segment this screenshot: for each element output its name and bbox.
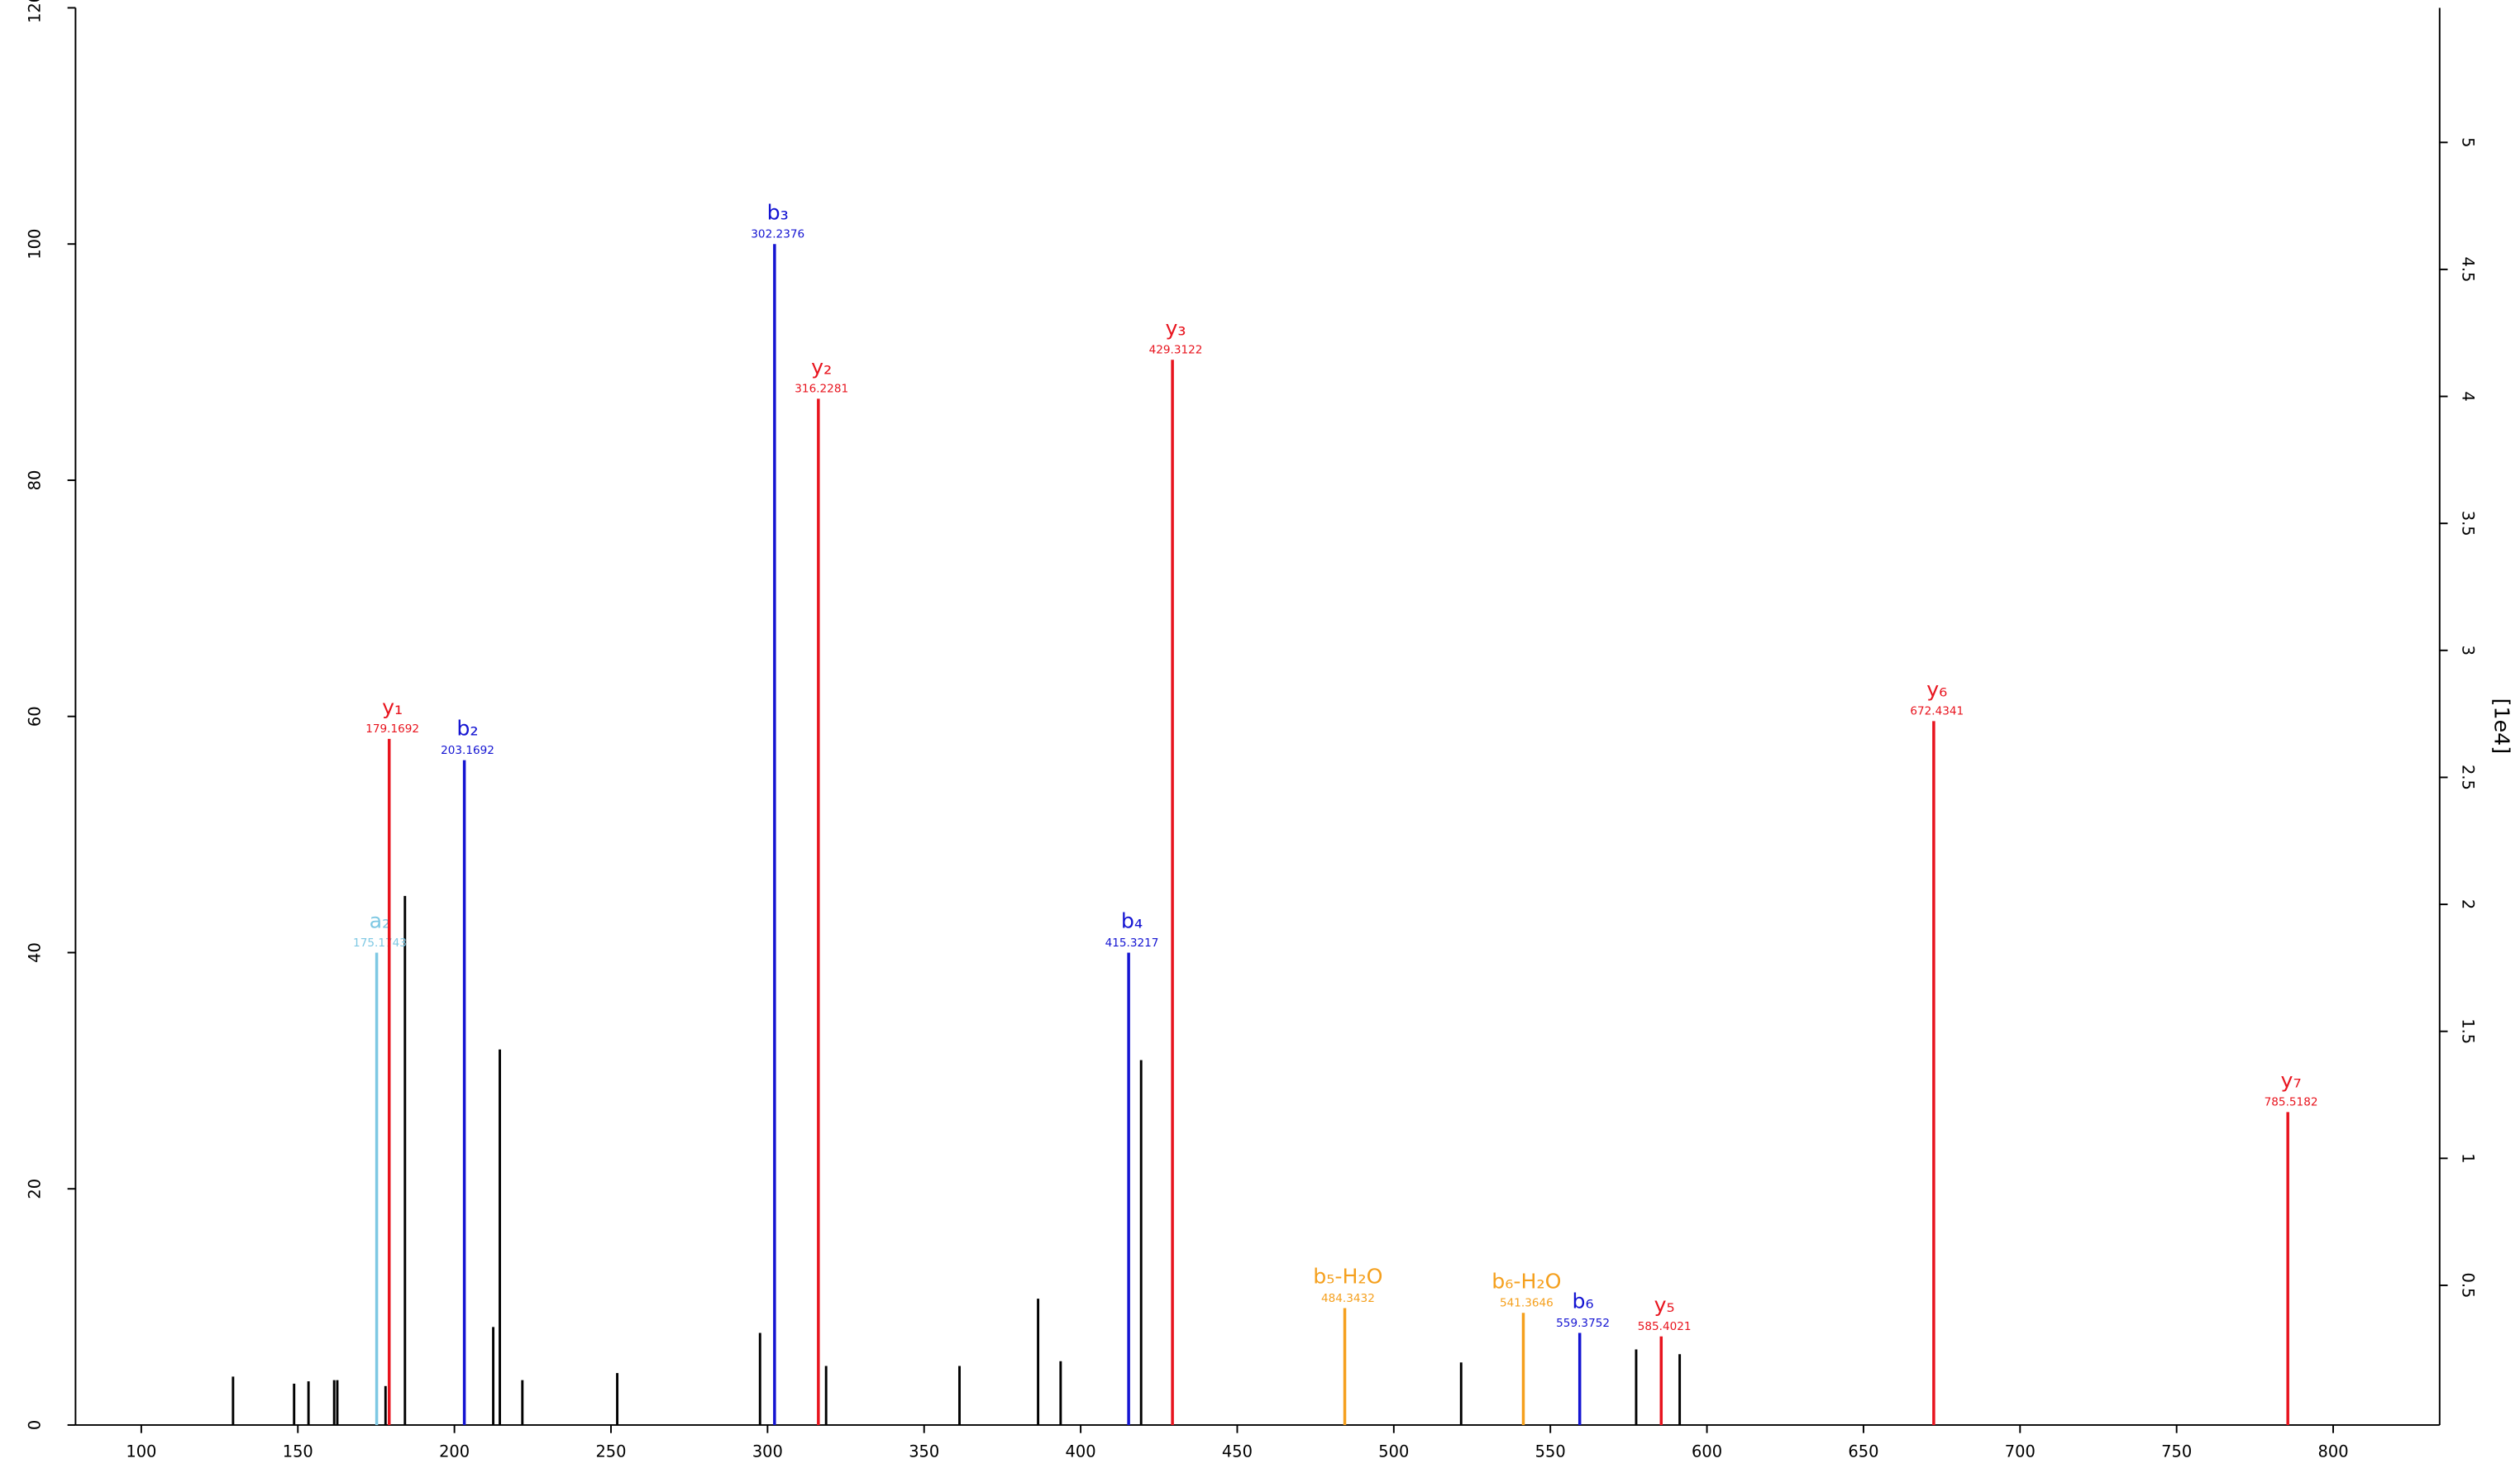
mz-label: 175.1743 — [353, 937, 407, 950]
mz-label: 429.3122 — [1149, 344, 1203, 357]
x-tick-label: 350 — [909, 1442, 939, 1461]
y-tick-label: 120 — [25, 0, 44, 23]
y2-tick-label: 1.5 — [2458, 1018, 2477, 1044]
x-tick-label: 650 — [1848, 1442, 1878, 1461]
y-tick-label: 100 — [25, 229, 44, 260]
ion-label: a₂ — [370, 909, 391, 933]
ion-label: y₃ — [1165, 316, 1186, 340]
ion-label: b₃ — [767, 200, 789, 224]
x-tick-label: 800 — [2317, 1442, 2348, 1461]
x-tick-label: 500 — [1378, 1442, 1409, 1461]
y-tick-label: 60 — [25, 706, 44, 727]
mz-label: 541.3646 — [1500, 1297, 1554, 1310]
x-tick-label: 200 — [439, 1442, 470, 1461]
x-tick-label: 250 — [595, 1442, 626, 1461]
x-tick-label: 750 — [2161, 1442, 2192, 1461]
mz-label: 672.4341 — [1910, 705, 1964, 718]
y-tick-label: 80 — [25, 470, 44, 491]
ion-label: b₄ — [1121, 909, 1143, 933]
y2-tick-label: 2.5 — [2458, 765, 2477, 790]
y-tick-label: 20 — [25, 1179, 44, 1199]
ion-label: y₇ — [2281, 1068, 2302, 1092]
ion-label: y₂ — [811, 355, 832, 379]
x-tick-label: 700 — [2005, 1442, 2036, 1461]
y2-tick-label: 3 — [2458, 646, 2477, 655]
mz-label: 585.4021 — [1638, 1320, 1692, 1333]
y2-tick-label: 5 — [2458, 137, 2477, 147]
y2-tick-label: 2 — [2458, 899, 2477, 909]
x-tick-label: 450 — [1222, 1442, 1253, 1461]
ion-label: b₆ — [1573, 1289, 1594, 1313]
x-tick-label: 400 — [1066, 1442, 1096, 1461]
x-tick-label: 100 — [126, 1442, 156, 1461]
ion-label: y₆ — [1926, 677, 1947, 701]
ion-label: y₅ — [1654, 1293, 1675, 1317]
mz-label: 179.1692 — [365, 722, 419, 736]
x-tick-label: 300 — [752, 1442, 783, 1461]
y2-tick-label: 3.5 — [2458, 511, 2477, 536]
y2-tick-label: 4 — [2458, 391, 2477, 401]
mz-label: 302.2376 — [751, 228, 804, 241]
ion-label: b₂ — [456, 717, 478, 741]
y2-tick-label: 0.5 — [2458, 1273, 2477, 1299]
y2-tick-label: 4.5 — [2458, 256, 2477, 282]
ion-label: b₅-H₂O — [1313, 1265, 1382, 1289]
x-tick-label: 550 — [1535, 1442, 1566, 1461]
y-tick-label: 0 — [25, 1420, 44, 1430]
mz-label: 316.2281 — [795, 383, 848, 396]
ion-label: y₁ — [382, 695, 403, 719]
ion-label: b₆-H₂O — [1491, 1269, 1561, 1293]
x-tick-label: 150 — [283, 1442, 313, 1461]
y2-tick-label: 1 — [2458, 1153, 2477, 1163]
mz-label: 484.3432 — [1321, 1292, 1375, 1305]
y-tick-label: 40 — [25, 942, 44, 963]
mz-label: 203.1692 — [441, 744, 494, 757]
mz-label: 559.3752 — [1556, 1317, 1610, 1330]
x-tick-label: 600 — [1692, 1442, 1722, 1461]
mz-label: 415.3217 — [1105, 937, 1159, 950]
mz-label: 785.5182 — [2265, 1096, 2318, 1109]
y2-axis-label: [1e4] — [2490, 698, 2514, 754]
